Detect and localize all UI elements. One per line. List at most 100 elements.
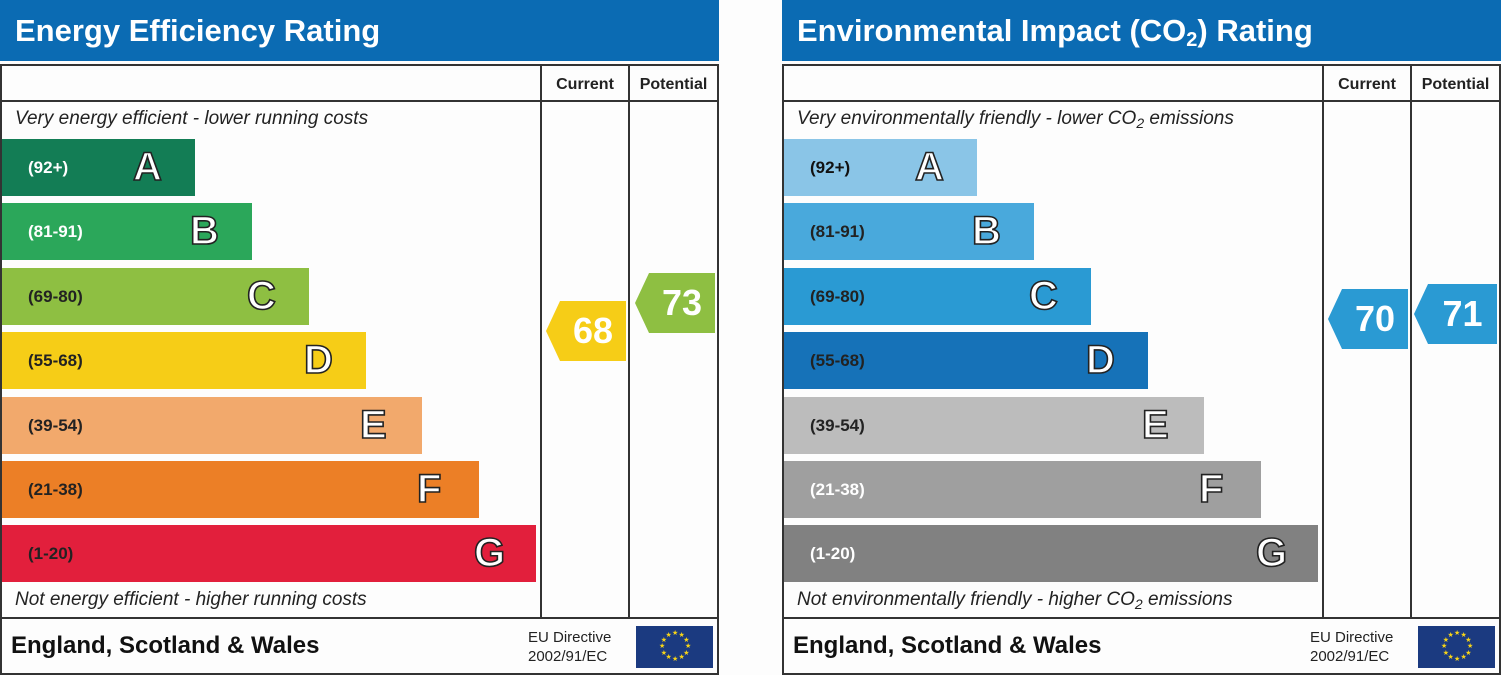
column-divider [540, 66, 542, 617]
star-icon: ★ [1441, 643, 1448, 650]
band-range: (1-20) [810, 544, 856, 564]
rating-band-a: (92+) A [2, 139, 195, 196]
band-range: (92+) [810, 158, 851, 177]
star-icon: ★ [678, 631, 685, 639]
star-icon: ★ [660, 636, 668, 644]
star-icon: ★ [1454, 656, 1461, 663]
band-range: (39-54) [810, 415, 865, 435]
star-icon: ★ [672, 630, 679, 637]
current-rating-value: 68 [572, 310, 614, 351]
eu-directive-line2: 2002/91/EC [1310, 648, 1390, 665]
band-range: (92+) [28, 158, 69, 177]
bottom-caption-subscript: 2 [1134, 596, 1143, 612]
header-divider [784, 100, 1499, 102]
eu-directive-text: EU Directive 2002/91/EC [528, 628, 611, 666]
current-rating-arrow: 68 [546, 301, 626, 361]
potential-rating-value: 73 [661, 282, 703, 323]
eu-flag-icon: ★ ★ ★ ★ ★ ★ ★ ★ ★ ★ ★ ★ [1418, 626, 1495, 668]
band-range: (1-20) [28, 544, 74, 564]
band-range: (55-68) [28, 351, 83, 371]
header-divider [2, 100, 717, 102]
band-range: (69-80) [28, 286, 83, 306]
eu-directive-line1: EU Directive [528, 629, 612, 646]
star-icon: ★ [1465, 636, 1472, 644]
rating-band-e: (39-54) E [784, 396, 1204, 454]
panel-title: Environmental Impact (CO2) Rating [782, 0, 1501, 61]
rating-band-c: (69-80) C [2, 267, 309, 325]
rating-band-b: (81-91) B [2, 203, 252, 261]
band-letter: C [1028, 273, 1058, 319]
potential-rating-arrow: 73 [635, 273, 715, 333]
bottom-caption: Not energy efficient - higher running co… [15, 589, 367, 610]
rating-band-g: (1-20) G [2, 525, 536, 583]
potential-rating-value: 71 [1442, 293, 1483, 334]
star-icon: ★ [683, 636, 690, 644]
panel-title-text: Energy Efficiency Rating [15, 13, 381, 48]
band-letter: F [416, 466, 442, 512]
current-rating-value: 70 [1354, 298, 1396, 339]
footer-divider [2, 617, 717, 619]
band-range: (81-91) [28, 222, 83, 242]
rating-table: Current Potential Very environmentally f… [782, 64, 1501, 675]
top-caption: Very energy efficient - lower running co… [15, 108, 369, 129]
star-icon: ★ [683, 649, 690, 657]
star-icon: ★ [1467, 643, 1474, 650]
band-letter: E [359, 402, 387, 448]
column-header-potential: Potential [1421, 76, 1490, 93]
star-icon: ★ [1447, 654, 1454, 662]
band-range: (21-38) [28, 480, 83, 499]
star-icon: ★ [660, 649, 668, 657]
eu-directive-text: EU Directive 2002/91/EC [1310, 628, 1393, 666]
panel-title-suffix: ) Rating [1197, 13, 1313, 48]
bottom-caption-text: Not environmentally friendly - higher CO [797, 589, 1135, 610]
region-label: England, Scotland & Wales [793, 632, 1102, 659]
eu-directive-line1: EU Directive [1310, 629, 1394, 646]
band-letter: A [914, 144, 944, 190]
band-range: (39-54) [28, 415, 83, 435]
star-icon: ★ [1465, 649, 1472, 657]
column-divider [1322, 66, 1324, 617]
band-letter: G [1255, 531, 1288, 577]
panel-title-subscript: 2 [1186, 29, 1198, 51]
rating-band-c: (69-80) C [784, 267, 1091, 325]
environmental-impact-panel: Environmental Impact (CO2) Rating Curren… [782, 0, 1501, 675]
top-caption: Very environmentally friendly - lower CO… [797, 108, 1234, 130]
column-header-potential: Potential [639, 76, 708, 93]
rating-band-g: (1-20) G [784, 525, 1318, 583]
star-icon: ★ [1460, 654, 1467, 662]
column-header-current: Current [556, 76, 614, 93]
energy-efficiency-panel: Energy Efficiency Rating Current Potenti… [0, 0, 719, 675]
star-icon: ★ [685, 643, 692, 650]
star-icon: ★ [678, 654, 685, 662]
rating-band-b: (81-91) B [784, 203, 1034, 261]
eu-flag-icon: ★ ★ ★ ★ ★ ★ ★ ★ ★ ★ ★ ★ [636, 626, 713, 668]
band-letter: B [189, 209, 219, 255]
bottom-caption-suffix: emissions [1142, 589, 1233, 610]
potential-rating-arrow: 71 [1414, 284, 1497, 344]
rating-band-d: (55-68) D [784, 332, 1148, 390]
top-caption-text: Very environmentally friendly - lower CO [797, 108, 1137, 129]
band-letter: B [971, 209, 1001, 255]
panel-title: Energy Efficiency Rating [0, 0, 719, 61]
star-icon: ★ [1447, 631, 1454, 639]
star-icon: ★ [659, 643, 666, 650]
band-range: (21-38) [810, 480, 865, 499]
current-rating-arrow: 70 [1328, 289, 1408, 349]
star-icon: ★ [672, 656, 679, 663]
band-range: (81-91) [810, 222, 865, 242]
rating-table: Current Potential Very energy efficient … [0, 64, 719, 675]
top-caption-subscript: 2 [1136, 115, 1145, 131]
rating-band-a: (92+) A [784, 139, 977, 196]
band-range: (55-68) [810, 351, 865, 371]
eu-directive-line2: 2002/91/EC [528, 648, 608, 665]
band-letter: D [303, 337, 333, 383]
rating-band-f: (21-38) F [784, 461, 1261, 518]
rating-band-d: (55-68) D [2, 332, 366, 390]
top-caption-suffix: emissions [1144, 108, 1234, 129]
band-letter: A [132, 144, 162, 190]
band-letter: C [246, 273, 276, 319]
band-letter: F [1198, 466, 1224, 512]
column-divider [1410, 66, 1412, 617]
rating-band-e: (39-54) E [2, 396, 422, 454]
bottom-caption: Not environmentally friendly - higher CO… [797, 589, 1232, 611]
